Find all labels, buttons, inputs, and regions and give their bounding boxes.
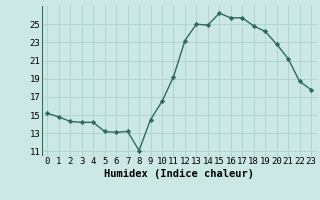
X-axis label: Humidex (Indice chaleur): Humidex (Indice chaleur) bbox=[104, 169, 254, 179]
